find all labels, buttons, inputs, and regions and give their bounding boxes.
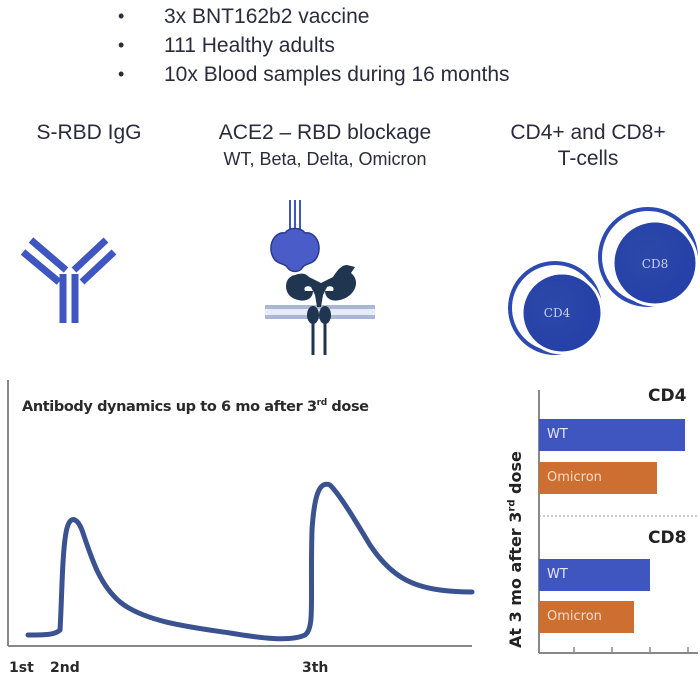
antibody-chart-title: Antibody dynamics up to 6 mo after 3rd d… [22,398,369,415]
svg-text:CD8: CD8 [642,257,668,271]
column-subtitle: T-cells [557,147,619,170]
column-title-tcells: CD4+ and CD8+ T-cells [476,120,700,172]
bar-cd8-wt: WT [539,559,650,591]
antibody-icon [20,237,117,323]
x-tick-3th: 3th [302,660,329,676]
study-summary-list: • 3x BNT162b2 vaccine • 111 Healthy adults… [112,2,510,89]
x-tick-1st: 1st [9,660,34,676]
ace2-rbd-receptor-icon [265,200,375,355]
bar-cd4-omicron: Omicron [539,462,657,494]
list-item: • 3x BNT162b2 vaccine [112,2,510,31]
bar-cd8-omicron: Omicron [539,601,634,633]
column-title-ace2: ACE2 – RBD blockage WT, Beta, Delta, Omi… [180,120,470,172]
antibody-curve [25,481,475,642]
bar-cd4-wt: WT [539,419,685,451]
column-title: S-RBD IgG [36,121,142,144]
panel-label-cd8: CD8 [648,528,687,548]
bullet-text: 3x BNT162b2 vaccine [164,4,370,28]
antibody-dynamics-chart [7,380,475,647]
bar-chart-y-label: At 3 mo after 3rd dose [506,451,525,648]
x-tick-2nd: 2nd [50,660,80,676]
list-item: • 10x Blood samples during 16 months [112,60,510,89]
cd4-cell-icon: CD4 [508,261,604,355]
bullet-text: 10x Blood samples during 16 months [164,62,510,86]
column-title: ACE2 – RBD blockage [218,121,432,144]
cd8-cell-icon: CD8 [598,207,699,307]
svg-text:CD4: CD4 [544,306,571,320]
column-title: CD4+ and CD8+ [510,121,666,144]
list-item: • 111 Healthy adults [112,31,510,60]
panel-label-cd4: CD4 [648,386,687,406]
t-cells-icon: CD8 CD4 [508,207,699,355]
bullet-icon: • [118,64,125,84]
bullet-icon: • [118,35,125,55]
column-subtitle: WT, Beta, Delta, Omicron [223,149,427,169]
column-title-igg: S-RBD IgG [14,120,164,146]
bullet-text: 111 Healthy adults [164,33,335,57]
bullet-icon: • [118,6,125,26]
